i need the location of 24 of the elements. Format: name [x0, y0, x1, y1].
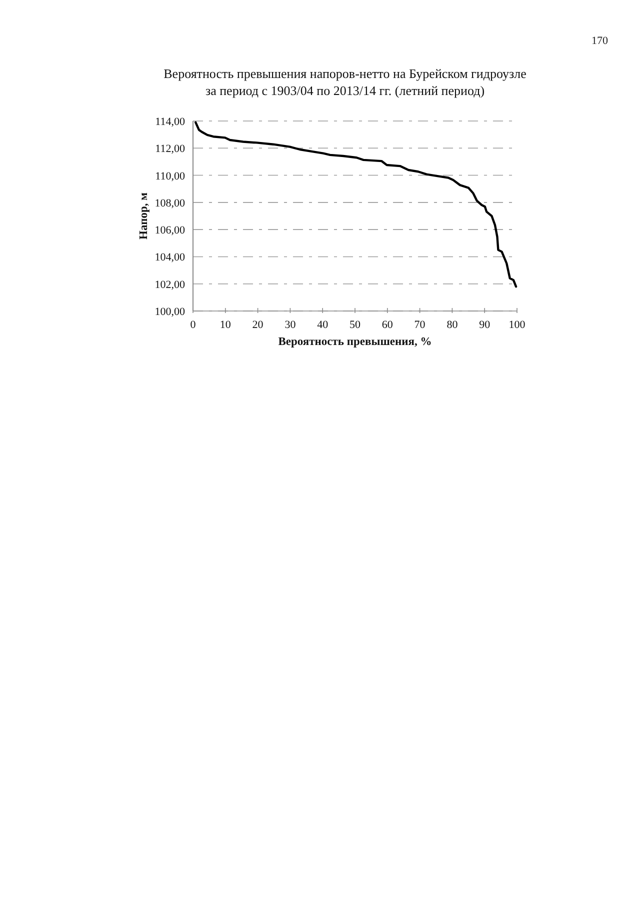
y-tick-label: 112,00 — [155, 143, 186, 156]
y-tick-label: 108,00 — [154, 197, 186, 210]
y-axis-title: Напор, м — [138, 192, 150, 240]
y-tick-label: 100,00 — [154, 306, 186, 318]
x-tick-label: 80 — [446, 319, 458, 331]
x-tick-label: 90 — [479, 319, 491, 331]
y-tick-label: 104,00 — [154, 252, 186, 264]
line-series — [194, 121, 518, 288]
x-tick-label: 70 — [414, 319, 426, 331]
x-tick-label: 100 — [508, 319, 526, 331]
y-tick-label: 102,00 — [154, 278, 186, 291]
chart-title: Вероятность превышения напоров-нетто на Бурейском гидроузле за период с 1903/04 по 2013/14 гг. (летний период) — [164, 66, 527, 98]
x-tick-label: 60 — [382, 319, 394, 331]
text: 170 — [592, 35, 608, 47]
x-tick-label: 20 — [252, 319, 264, 331]
x-tick-label: 50 — [350, 319, 361, 331]
y-tick-label: 110,00 — [155, 170, 186, 182]
x-axis-title: Вероятность превышения, % — [278, 336, 432, 348]
x-tick-label: 30 — [284, 319, 296, 331]
x-tick-label: 10 — [220, 319, 232, 331]
y-tick-label: 106,00 — [154, 224, 186, 237]
x-tick-label: 40 — [317, 319, 329, 331]
x-tick-label: 0 — [190, 319, 196, 331]
y-tick-label: 114,00 — [155, 116, 186, 128]
